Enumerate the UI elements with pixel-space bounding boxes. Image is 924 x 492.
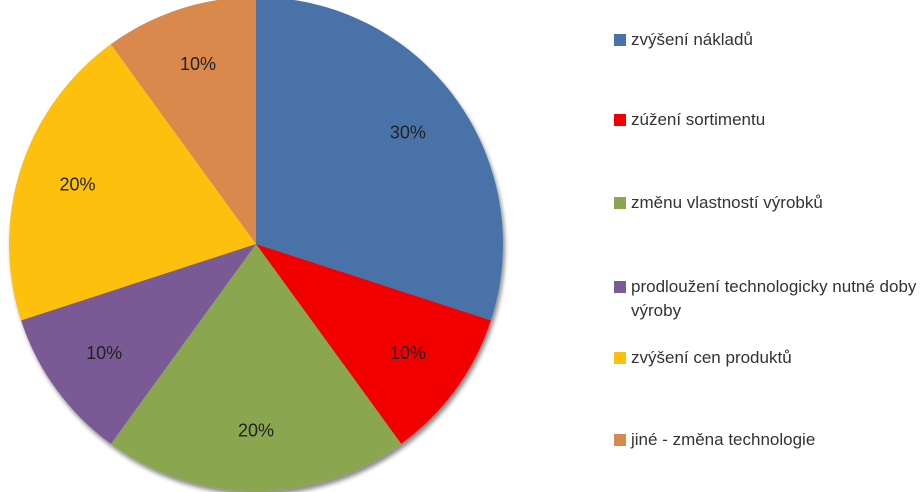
legend-swatch [614, 352, 626, 364]
pie-slice [110, 0, 256, 244]
legend-label: prodloužení technologicky nutné doby výr… [631, 277, 917, 320]
legend-item: zúžení sortimentu [614, 108, 919, 132]
legend-label: jiné - změna technologie [631, 430, 816, 449]
legend-item: zvýšení cen produktů [614, 346, 919, 370]
legend-swatch [614, 197, 626, 209]
pie-slice [21, 244, 257, 444]
data-label: 10% [390, 343, 426, 363]
legend-swatch [614, 434, 626, 446]
data-label: 10% [180, 54, 216, 74]
legend-item: jiné - změna technologie [614, 428, 919, 452]
data-label: 20% [59, 175, 95, 195]
pie-slice [256, 244, 491, 444]
legend-item: změnu vlastností výrobků [614, 191, 919, 215]
pie [8, 0, 503, 492]
data-label: 10% [86, 343, 122, 363]
pie-slice [110, 244, 402, 492]
pie-slice [256, 0, 503, 321]
pie-slice [8, 44, 256, 321]
legend-label: zvýšení cen produktů [631, 348, 792, 367]
legend-label: změnu vlastností výrobků [631, 193, 823, 212]
legend-swatch [614, 34, 626, 46]
legend-item: zvýšení nákladů [614, 28, 919, 52]
legend-label: zvýšení nákladů [631, 30, 753, 49]
legend-item: prodloužení technologicky nutné doby výr… [614, 275, 919, 323]
legend-swatch [614, 281, 626, 293]
legend-swatch [614, 114, 626, 126]
data-label: 20% [238, 420, 274, 440]
legend-label: zúžení sortimentu [631, 110, 766, 129]
data-label: 30% [390, 122, 426, 142]
